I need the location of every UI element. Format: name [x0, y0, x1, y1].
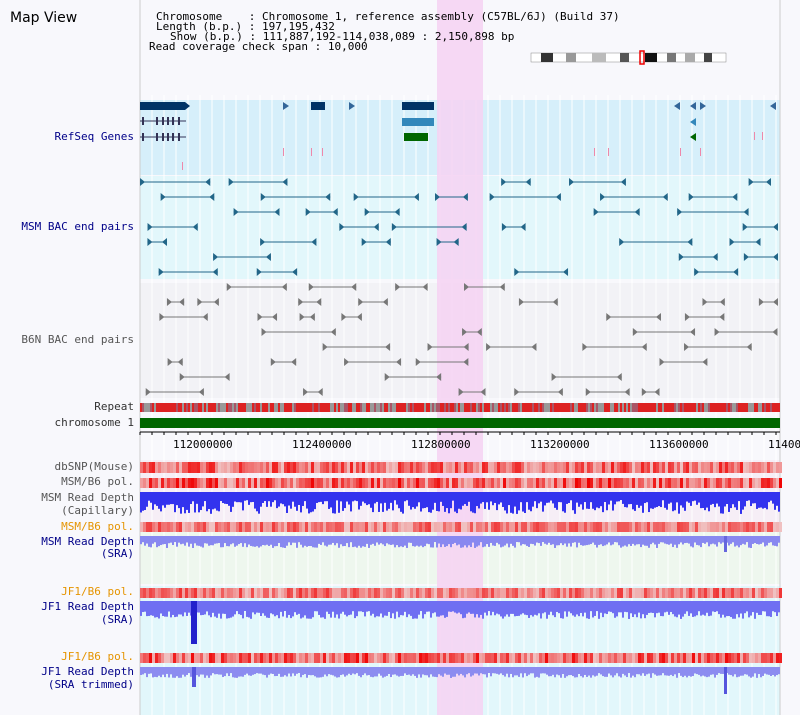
axis-tick-label: 112400000 — [292, 438, 352, 451]
ideogram-position-marker — [639, 50, 645, 65]
length-label: Length (b.p.) — [156, 20, 243, 33]
msm-b6-pol-heat-track-2[interactable] — [140, 522, 782, 532]
msm-read-depth-sra-bars[interactable] — [140, 536, 780, 552]
track-label-jf1-depth-sra-1[interactable]: JF1 Read Depth — [41, 600, 134, 613]
jf1-read-depth-sra-bars[interactable] — [140, 601, 780, 644]
msm-b6-pol-heat-track-1[interactable] — [140, 478, 782, 488]
axis-tick-label: 11400 — [768, 438, 800, 451]
track-label-chromosome[interactable]: chromosome 1 — [54, 416, 134, 429]
show-value: 111,887,192-114,038,089 : 2,150,898 bp — [262, 30, 515, 43]
axis-tick-label: 113600000 — [649, 438, 709, 451]
jf1-read-depth-trimmed-bars[interactable] — [140, 667, 780, 694]
coverage-value: 10,000 — [327, 40, 368, 53]
coverage-info: Read coverage check span : 10,000 — [149, 40, 368, 53]
b6n-bac-end-pair-features[interactable] — [145, 283, 778, 396]
show-label: Show (b.p.) — [170, 30, 243, 43]
track-label-jf1-depth-sra-2: (SRA) — [100, 613, 134, 626]
show-info: Show (b.p.) : 111,887,192-114,038,089 : … — [170, 30, 515, 43]
repeat-track[interactable] — [140, 403, 780, 412]
track-label-jf1-b6-pol-1[interactable]: JF1/B6 pol. — [61, 585, 134, 598]
track-label-msm-b6-pol-1[interactable]: MSM/B6 pol. — [61, 475, 134, 488]
axis-tick-label: 113200000 — [530, 438, 590, 451]
track-label-b6n-bac[interactable]: B6N BAC end pairs — [21, 333, 134, 346]
track-label-msm-depth-cap-1[interactable]: MSM Read Depth — [41, 491, 134, 504]
track-label-msm-depth-sra-2: (SRA) — [100, 547, 134, 560]
chromosome-info: Chromosome : Chromosome 1, reference ass… — [156, 10, 620, 23]
chromosome-value: Chromosome 1, reference assembly (C57BL/… — [261, 10, 620, 23]
chromosome-bar[interactable] — [140, 418, 780, 428]
track-label-dbsnp[interactable]: dbSNP(Mouse) — [54, 460, 134, 473]
chromosome-label: Chromosome — [156, 10, 223, 23]
jf1-b6-pol-heat-track-1[interactable] — [140, 588, 782, 598]
track-label-repeat[interactable]: Repeat — [94, 400, 134, 413]
track-label-msm-depth-cap-2: (Capillary) — [61, 504, 134, 517]
axis-tick-label: 112800000 — [411, 438, 471, 451]
track-label-refseq[interactable]: RefSeq Genes — [54, 130, 134, 143]
track-label-jf1-depth-trim-1[interactable]: JF1 Read Depth — [41, 665, 134, 678]
page-title: Map View — [10, 10, 78, 26]
track-label-msm-bac[interactable]: MSM BAC end pairs — [21, 220, 134, 233]
coverage-label: Read coverage check span — [149, 40, 308, 53]
chromosome-ideogram[interactable] — [530, 50, 727, 65]
track-label-jf1-b6-pol-2[interactable]: JF1/B6 pol. — [61, 650, 134, 663]
msm-read-depth-capillary-bars[interactable] — [140, 492, 780, 514]
msm-bac-end-pair-features[interactable] — [140, 178, 778, 276]
jf1-b6-pol-heat-track-2[interactable] — [140, 653, 782, 663]
track-label-msm-b6-pol-2[interactable]: MSM/B6 pol. — [61, 520, 134, 533]
axis-ticks — [139, 432, 777, 435]
axis-tick-label: 112000000 — [173, 438, 233, 451]
length-value: 197,195,432 — [261, 20, 335, 33]
dbsnp-heat-track[interactable] — [140, 462, 782, 473]
track-label-jf1-depth-trim-2: (SRA trimmed) — [47, 678, 134, 691]
refseq-gene-features[interactable] — [140, 102, 776, 170]
track-label-msm-depth-sra-1[interactable]: MSM Read Depth — [41, 535, 134, 548]
length-info: Length (b.p.) : 197,195,432 — [156, 20, 335, 33]
